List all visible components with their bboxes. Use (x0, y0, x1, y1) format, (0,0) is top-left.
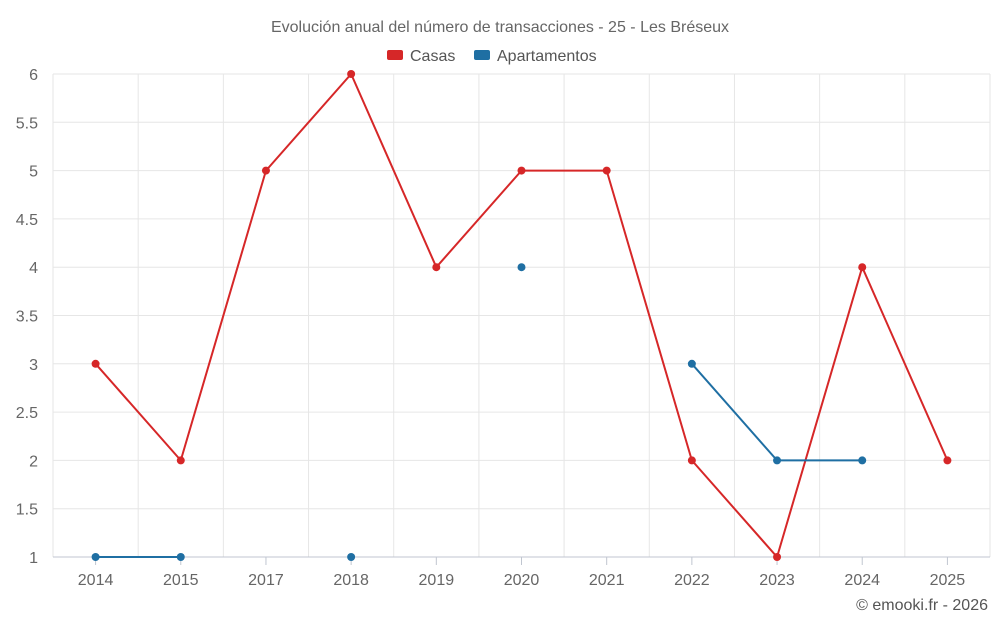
legend-label-apartamentos[interactable]: Apartamentos (497, 48, 597, 65)
chart-title: Evolución anual del número de transaccio… (271, 19, 729, 36)
y-tick-label: 5.5 (16, 115, 38, 132)
x-tick-label: 2019 (419, 572, 455, 589)
y-tick-label: 1.5 (16, 502, 38, 519)
x-tick-label: 2018 (333, 572, 369, 589)
data-point[interactable] (176, 553, 185, 561)
y-tick-label: 4.5 (16, 212, 38, 229)
data-point[interactable] (943, 456, 952, 465)
x-tick-label: 2023 (759, 572, 795, 589)
x-tick-label: 2022 (674, 572, 710, 589)
x-tick-label: 2015 (163, 572, 199, 589)
data-point[interactable] (176, 456, 185, 465)
x-tick-label: 2024 (844, 572, 880, 589)
data-point[interactable] (432, 263, 441, 272)
y-tick-label: 2 (29, 453, 38, 470)
data-point[interactable] (773, 553, 782, 561)
data-point[interactable] (347, 70, 356, 78)
data-point[interactable] (602, 166, 611, 175)
x-tick-label: 2017 (248, 572, 284, 589)
data-point[interactable] (517, 263, 526, 272)
x-axis: 2014 2015 2017 2018 2019 2020 2021 2022 2023 2024… (53, 556, 990, 589)
data-point[interactable] (91, 553, 100, 561)
data-point[interactable] (687, 359, 696, 368)
y-tick-label: 3 (29, 357, 38, 374)
y-tick-label: 1 (29, 550, 38, 567)
data-point[interactable] (773, 456, 782, 465)
grid (52, 73, 991, 558)
y-tick-label: 3.5 (16, 309, 38, 326)
x-tick-label: 2021 (589, 572, 625, 589)
data-point[interactable] (261, 166, 270, 175)
y-tick-label: 6 (29, 67, 38, 84)
credit-text: © emooki.fr - 2026 (856, 597, 988, 614)
series (91, 70, 952, 561)
legend: Casas Apartamentos (387, 48, 597, 65)
y-tick-label: 4 (29, 260, 38, 277)
x-tick-label: 2025 (930, 572, 966, 589)
y-tick-label: 5 (29, 164, 38, 181)
data-point[interactable] (517, 166, 526, 175)
x-tick-label: 2014 (78, 572, 114, 589)
x-tick-label: 2020 (504, 572, 540, 589)
data-point[interactable] (687, 456, 696, 465)
legend-label-casas[interactable]: Casas (410, 48, 455, 65)
data-point[interactable] (858, 456, 867, 465)
y-axis: 1 1.5 2 2.5 3 3.5 4 4.5 5 5.5 6 (16, 67, 38, 567)
data-point[interactable] (91, 359, 100, 368)
data-point[interactable] (858, 263, 867, 272)
data-point[interactable] (347, 553, 356, 561)
legend-swatch-casas (387, 50, 403, 60)
legend-swatch-apartamentos (474, 50, 490, 60)
series-apartamentos (91, 263, 867, 561)
y-tick-label: 2.5 (16, 405, 38, 422)
